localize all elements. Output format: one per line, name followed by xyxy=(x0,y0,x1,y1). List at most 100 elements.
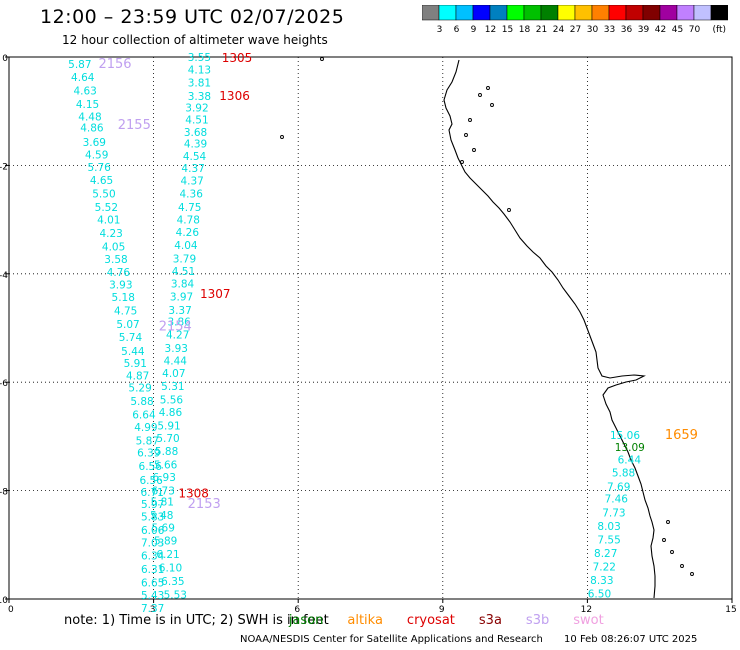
island xyxy=(486,86,490,90)
wave-height-label: 6.71 xyxy=(140,487,163,499)
wave-height-label: 7.55 xyxy=(597,534,620,546)
satellite-name-jason: jason xyxy=(288,613,324,628)
wave-height-label: 5.52 xyxy=(95,202,118,214)
wave-height-label: 4.37 xyxy=(181,163,204,175)
satellite-legend: jason altika cryosat s3a s3b swot xyxy=(289,613,604,628)
wave-height-label: 8.27 xyxy=(594,548,617,560)
wave-height-label: 8.03 xyxy=(597,521,620,533)
wave-height-label: 5.91 xyxy=(124,358,147,370)
island xyxy=(320,57,324,61)
wave-height-label: 5.43 xyxy=(141,590,164,602)
scale-tick-label: 3 xyxy=(437,25,443,35)
wave-height-label: 3.55 xyxy=(188,52,211,64)
wave-height-label: 4.78 xyxy=(177,215,200,227)
island xyxy=(468,118,472,122)
island xyxy=(490,103,494,107)
scale-tick-label: 33 xyxy=(604,25,615,35)
y-tick-label: -8 xyxy=(0,488,8,498)
wave-height-label: 5.44 xyxy=(121,346,145,358)
satellite-name-altika: altika xyxy=(347,613,383,628)
wave-height-label: 4.39 xyxy=(184,139,207,151)
wave-height-label: 5.66 xyxy=(154,460,178,472)
wave-height-label: 5.56 xyxy=(160,395,184,407)
y-tick-label: -10 xyxy=(0,596,8,606)
wave-height-label: 5.81 xyxy=(151,496,174,508)
wave-height-color-scale: 3 6 9 12 15 18 21 24 27 30 33 36 39 42 45 70 (ft) xyxy=(422,5,728,35)
wave-height-label: 5.97 xyxy=(141,499,164,511)
pass-time-label: 1308 xyxy=(178,486,209,500)
pass-time-label: 1307 xyxy=(200,287,231,301)
pass-time-label: 1305 xyxy=(222,51,253,65)
scale-tick-label: 36 xyxy=(621,25,633,35)
satellite-name-cryosat: cryosat xyxy=(406,613,455,628)
wave-height-label: 4.99 xyxy=(134,422,157,434)
scale-tick-label: 12 xyxy=(485,25,496,35)
wave-height-label: 6.06 xyxy=(141,525,165,537)
wave-height-label: 4.76 xyxy=(107,267,131,279)
wave-height-label: 13.09 xyxy=(615,442,645,454)
wave-height-label: 5.69 xyxy=(152,522,175,534)
footer-credit: NOAA/NESDIS Center for Satellite Applica… xyxy=(240,634,697,645)
wave-height-label: 5.07 xyxy=(116,319,139,331)
wave-height-label: 5.29 xyxy=(128,383,151,395)
map-frame xyxy=(8,56,733,600)
wave-height-label: 5.53 xyxy=(164,590,187,602)
wave-height-label: 3.79 xyxy=(173,254,196,266)
wave-height-label: 7.37 xyxy=(141,603,164,615)
wave-height-label: 6.10 xyxy=(159,563,182,575)
wave-height-label: 3.69 xyxy=(83,137,106,149)
x-tick-label: 12 xyxy=(581,605,592,615)
pass-time-label: 2155 xyxy=(118,118,151,133)
wave-height-label: 7.46 xyxy=(605,494,629,506)
wave-height-label: 4.65 xyxy=(90,175,113,187)
island xyxy=(680,564,684,568)
wave-height-label: 4.23 xyxy=(99,228,122,240)
x-tick-label: 6 xyxy=(294,605,300,615)
wave-height-label: 7.69 xyxy=(607,481,630,493)
wave-height-label: 5.88 xyxy=(155,446,178,458)
page-subtitle: 12 hour collection of altimeter wave hei… xyxy=(62,33,328,47)
x-tick-label: 15 xyxy=(725,605,736,615)
island xyxy=(472,148,476,152)
wave-height-label: 6.64 xyxy=(132,410,156,422)
wave-height-label: 4.01 xyxy=(97,215,120,227)
wave-height-label: 5.87 xyxy=(68,59,91,71)
wave-height-label: 4.48 xyxy=(78,112,101,124)
wave-height-label: 5.87 xyxy=(136,436,159,448)
wave-height-label: 7.22 xyxy=(593,561,616,573)
scale-tick-label: 9 xyxy=(471,25,477,35)
credit-text: NOAA/NESDIS Center for Satellite Applica… xyxy=(240,634,543,645)
wave-height-label: 5.50 xyxy=(92,189,115,201)
wave-height-label: 5.91 xyxy=(157,421,180,433)
scale-swatch xyxy=(710,5,728,21)
scale-tick-label: 6 xyxy=(454,25,460,35)
wave-height-label: 3.84 xyxy=(171,279,195,291)
wave-height-label: 6.44 xyxy=(618,455,642,467)
scale-tick-label: 18 xyxy=(519,25,531,35)
footer-note: note: 1) Time is in UTC; 2) SWH is in fe… xyxy=(64,613,604,628)
wave-height-label: 3.97 xyxy=(170,292,193,304)
wave-height-label: 6.35 xyxy=(161,576,184,588)
pass-time-label: 1659 xyxy=(665,428,698,443)
island xyxy=(662,538,666,542)
island xyxy=(507,208,511,212)
scale-tick-label: 15 xyxy=(502,25,513,35)
wave-height-label: 4.13 xyxy=(188,64,211,76)
wave-height-label: 4.51 xyxy=(172,266,195,278)
wave-height-label: 7.73 xyxy=(602,507,625,519)
wave-height-label: 4.64 xyxy=(71,72,95,84)
island xyxy=(670,550,674,554)
wave-height-label: 3.93 xyxy=(109,280,132,292)
wave-height-label: 5.88 xyxy=(612,468,635,480)
y-tick-label: -2 xyxy=(0,162,8,172)
wave-height-label: 6.39 xyxy=(137,448,160,460)
wave-height-label: 4.75 xyxy=(114,306,137,318)
x-tick-label: 3 xyxy=(150,605,156,615)
y-tick-label: -6 xyxy=(0,379,8,389)
wave-height-label: 5.88 xyxy=(130,396,153,408)
island xyxy=(464,133,468,137)
coastline xyxy=(443,59,656,599)
wave-height-label: 6.21 xyxy=(156,549,179,561)
wave-height-label: 3.92 xyxy=(185,102,208,114)
